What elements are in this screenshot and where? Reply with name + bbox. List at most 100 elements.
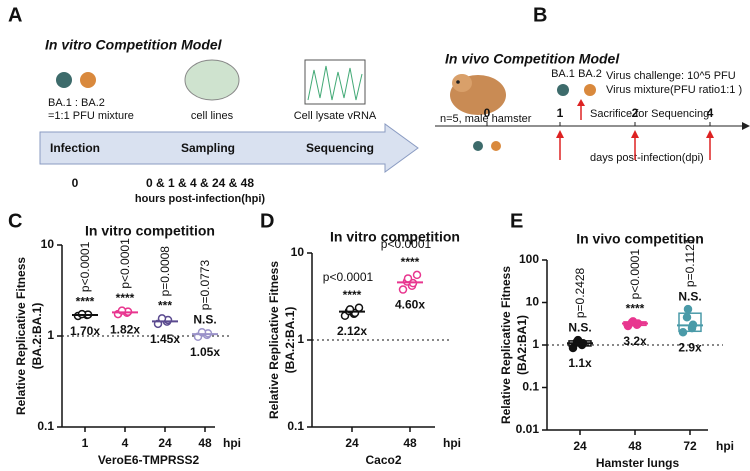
timeline-tick-label: 0 [484,106,491,120]
p-value: p=0.0008 [158,246,172,297]
significance-label: N.S. [193,312,216,326]
x-unit: hpi [716,439,734,453]
challenge-label: Virus challenge: 10^5 PFU [606,70,736,82]
time-label: 0 & 1 & 4 & 24 & 48 [146,176,254,190]
fold-change-label: 3.2x [623,334,647,348]
fold-change-label: 1.1x [568,356,592,370]
fold-change-label: 2.9x [678,340,702,354]
fold-change-label: 1.45x [150,332,180,346]
x-unit: hpi [443,436,461,450]
x-axis-label: Hamster lungs [596,456,680,470]
panel-letter: B [533,4,547,26]
data-point [354,303,364,312]
p-value: p<0.0001 [78,241,92,292]
data-point [678,327,688,337]
timeline-tick-label: 2 [632,106,639,120]
icon-label: Cell lysate vRNA [294,110,377,122]
panel-letter: E [510,210,523,232]
p-value: p<0.0001 [628,249,642,300]
significance-label: N.S. [678,289,701,303]
x-axis-label: Caco2 [365,453,401,467]
data-point [412,270,422,280]
y-tick-label: 1 [532,337,539,351]
mixture-label: BA.1 : BA.2 [48,97,105,109]
process-arrow [39,123,419,173]
significance-label: **** [76,294,95,308]
icon-label: cell lines [191,110,234,122]
x-tick-label: 48 [628,439,642,453]
y-axis-label: (BA.2:BA.1) [30,303,44,370]
virus-icons [56,72,96,88]
chart-title: In vitro competition [330,229,460,245]
fold-change-label: 4.60x [395,298,425,312]
y-tick-label: 10 [526,295,540,309]
y-tick-label: 1 [297,332,304,346]
timeline-tick-label: 1 [557,106,564,120]
y-axis-label: (BA2:BA1) [515,315,529,375]
data-point [398,285,408,294]
chart-title: In vivo competition [576,231,704,247]
fold-change-label: 1.82x [110,322,140,336]
fold-change-label: 2.12x [337,324,367,338]
p-value: p=0.1121 [683,237,697,287]
virus-label: BA.1 [551,68,575,80]
sacrifice-arrowhead [556,130,564,138]
virus-icon [584,84,596,96]
y-tick-label: 0.1 [522,380,539,394]
challenge-label: Virus mixture(PFU ratio1:1 ) [606,84,742,96]
significance-label: **** [343,288,362,302]
p-value: p=0.2428 [573,267,587,318]
virus-icon [473,141,483,151]
sacrifice-arrowhead [577,99,585,106]
x-tick-label: 1 [82,436,89,450]
panel-letter: C [8,210,22,232]
p-value: p<0.0001 [323,270,374,284]
y-tick-label: 0.1 [37,419,54,433]
data-point [682,312,692,322]
y-axis-label: Relative Replicative Fitness [499,266,513,424]
data-point [568,343,578,353]
significance-label: N.S. [568,320,591,334]
chart-title: In vitro competition [85,223,215,239]
sacrifice-arrowhead [706,130,714,138]
significance-label: **** [401,255,420,269]
data-point [683,304,693,314]
x-tick-label: 4 [122,436,129,450]
x-axis-label: VeroE6-TMPRSS2 [98,453,200,467]
sacrifice-arrowhead [631,130,639,138]
y-axis-label: Relative Replicative Fitness [14,257,28,415]
virus-icon [491,141,501,151]
virus-icon [557,84,569,96]
chromatogram-trace [307,65,363,101]
p-value: p=0.0773 [198,260,212,311]
x-tick-label: 48 [198,436,212,450]
x-tick-label: 24 [158,436,172,450]
timeline-tick-label: 4 [707,106,714,120]
x-tick-label: 24 [345,436,359,450]
sacrifice-label: Sacrifice for Sequencing [590,108,709,120]
fold-change-label: 1.05x [190,345,220,359]
y-tick-label: 100 [519,252,539,266]
step-label: Infection [50,141,100,155]
significance-label: **** [116,291,135,305]
step-label: Sequencing [306,141,374,155]
timeline-label: days post-infection(dpi) [590,152,704,164]
y-tick-label: 0.1 [287,419,304,433]
fold-change-label: 1.70x [70,324,100,338]
y-tick-label: 10 [291,245,305,259]
y-axis-label: Relative Replicative Fitness [267,261,281,419]
panel-title: In vitro Competition Model [45,37,223,53]
step-label: Sampling [181,141,235,155]
x-tick-label: 48 [403,436,417,450]
y-tick-label: 10 [41,237,55,251]
p-value: p<0.0001 [381,237,432,251]
significance-label: *** [158,299,172,313]
time-label: 0 [72,176,79,190]
dish-icon [184,59,240,101]
x-unit: hpi [223,436,241,450]
x-tick-label: 24 [573,439,587,453]
panel-letter: D [260,210,274,232]
data-point [403,274,413,283]
y-axis-label: (BA.2:BA.1) [283,307,297,374]
y-tick-label: 1 [47,328,54,342]
